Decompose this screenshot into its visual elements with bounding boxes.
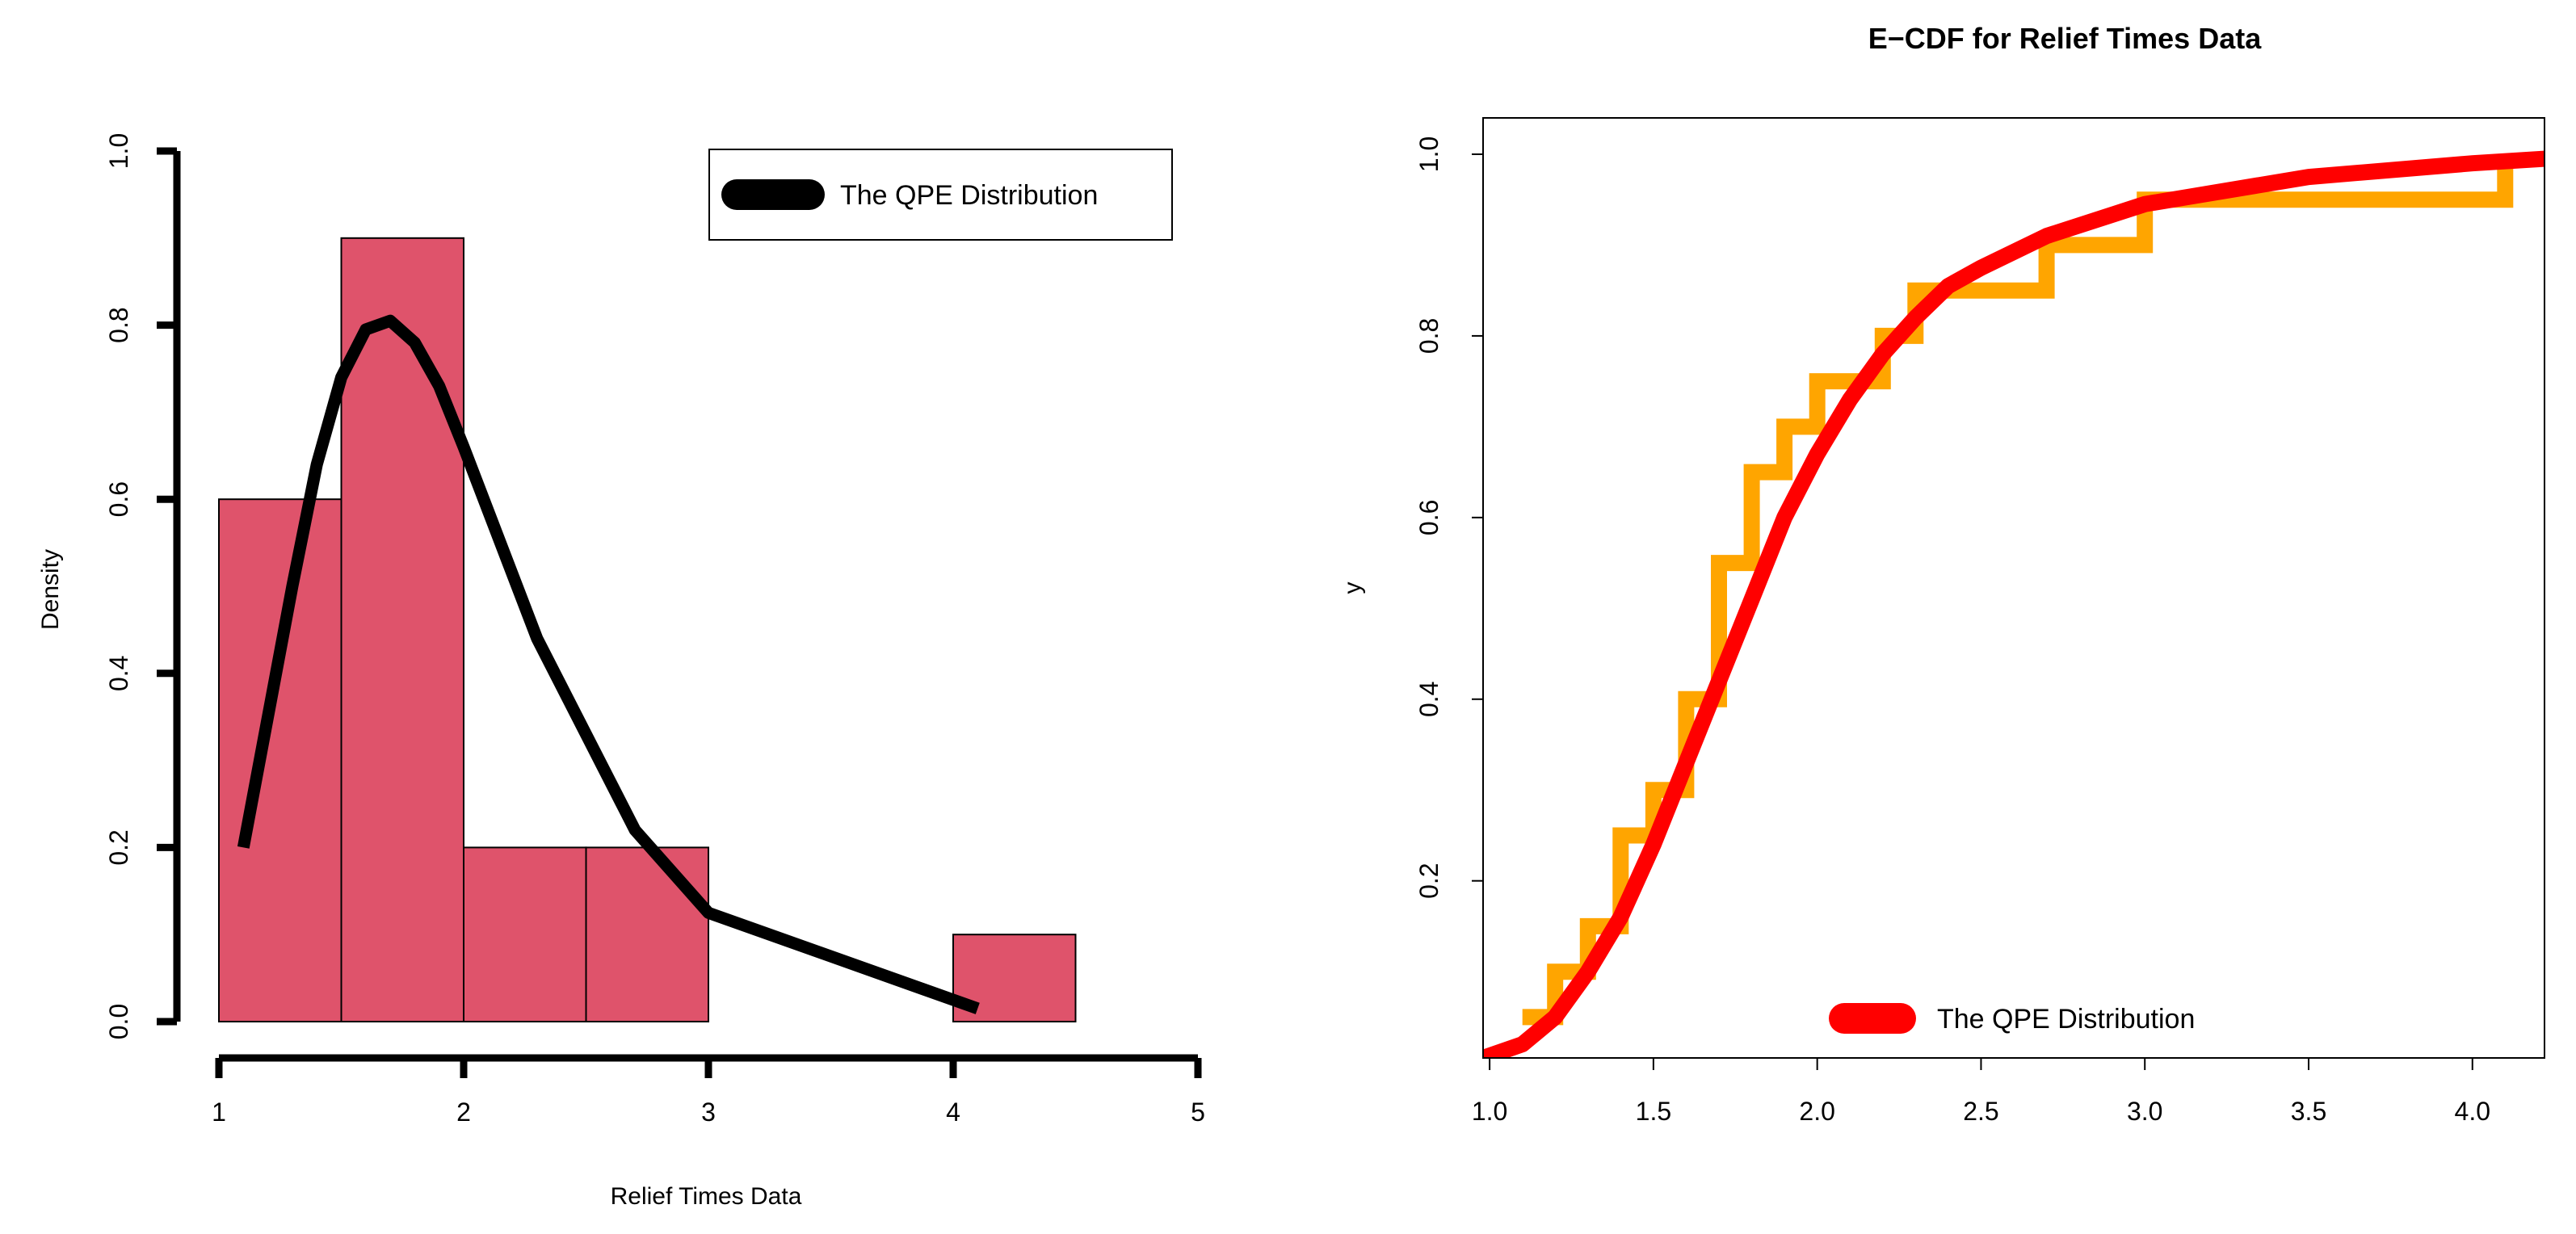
x-axis-ticks: 1 2 3 4 5 — [212, 1058, 1205, 1127]
fitted-cdf-layer — [1483, 150, 2544, 1058]
legend-label: The QPE Distribution — [1937, 1004, 2195, 1035]
y-tick-label: 0.2 — [1414, 863, 1443, 898]
histogram-bars — [218, 237, 1077, 1023]
y-tick-label: 0.2 — [104, 829, 133, 865]
y-tick-label: 0.6 — [104, 481, 133, 517]
fitted-cdf-line — [1483, 150, 2544, 1058]
legend: The QPE Distribution — [1829, 1003, 2195, 1035]
x-tick-label: 2.5 — [1963, 1097, 1998, 1126]
x-tick-label: 1 — [212, 1098, 226, 1127]
x-tick-label: 4.0 — [2455, 1097, 2490, 1126]
x-tick-label: 3 — [701, 1098, 716, 1127]
plot-frame — [1482, 117, 2545, 1059]
x-tick-label: 1.0 — [1472, 1097, 1507, 1126]
histogram-bar — [340, 237, 464, 1022]
x-tick-label: 3.0 — [2127, 1097, 2162, 1126]
ecdf-panel: E−CDF for Relief Times Data 1.0 1.5 2.0 2.5… — [1339, 22, 2545, 1126]
y-axis-title: Density — [37, 549, 64, 630]
y-tick-label: 0.0 — [104, 1004, 133, 1039]
ecdf-series-layer — [1522, 154, 2514, 1026]
histogram-bar — [585, 846, 709, 1023]
y-tick-label: 1.0 — [104, 133, 133, 169]
x-tick-label: 5 — [1191, 1098, 1205, 1127]
x-axis-title: Relief Times Data — [611, 1183, 802, 1210]
histogram-bar — [218, 498, 342, 1022]
x-tick-label: 3.5 — [2291, 1097, 2326, 1126]
y-tick-label: 0.4 — [1414, 682, 1443, 717]
density-curve-layer — [237, 314, 980, 1014]
y-tick-label: 1.0 — [1414, 136, 1443, 172]
y-axis-title: y — [1339, 582, 1366, 594]
x-tick-label: 1.5 — [1636, 1097, 1671, 1126]
x-tick-label: 2.0 — [1799, 1097, 1834, 1126]
y-tick-label: 0.8 — [1414, 318, 1443, 354]
legend: The QPE Distribution — [708, 149, 1173, 241]
legend-label: The QPE Distribution — [840, 180, 1098, 211]
histogram-bar — [463, 846, 587, 1023]
y-axis-ticks: 0.2 0.4 0.6 0.8 1.0 — [1414, 136, 1483, 899]
x-axis-ticks: 1.0 1.5 2.0 2.5 3.0 3.5 4.0 — [1472, 1058, 2490, 1126]
y-axis-ticks: 0.0 0.2 0.4 0.6 0.8 1.0 — [104, 133, 177, 1039]
y-tick-label: 0.6 — [1414, 500, 1443, 535]
chart-title: E−CDF for Relief Times Data — [1868, 22, 2262, 55]
x-tick-label: 2 — [456, 1098, 471, 1127]
y-tick-label: 0.8 — [104, 307, 133, 342]
histogram-panel: 1 2 3 4 5 0.0 0.2 0.4 0.6 0.8 1.0 Relief Times Da… — [37, 133, 1205, 1210]
y-tick-label: 0.4 — [104, 656, 133, 691]
x-tick-label: 4 — [946, 1098, 960, 1127]
ecdf-step-line — [1522, 154, 2514, 1026]
series-line — [237, 314, 980, 1014]
